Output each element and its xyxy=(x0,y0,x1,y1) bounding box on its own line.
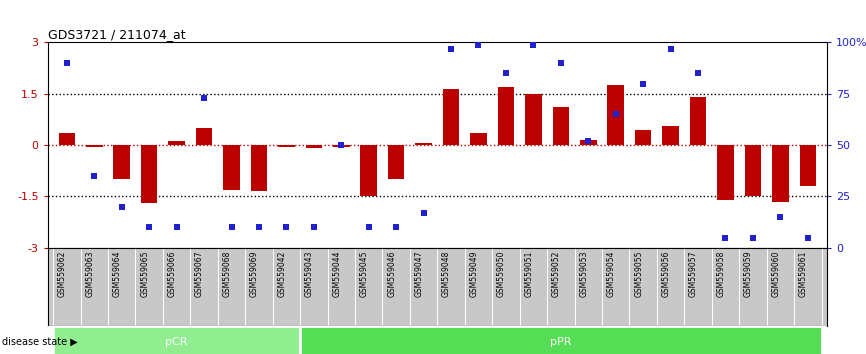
Point xyxy=(115,204,129,210)
Text: GSM559067: GSM559067 xyxy=(195,250,204,297)
Bar xyxy=(278,145,294,147)
Bar xyxy=(553,108,569,145)
Bar xyxy=(141,145,158,203)
Text: GSM559049: GSM559049 xyxy=(469,250,479,297)
Bar xyxy=(690,97,707,145)
Bar xyxy=(113,145,130,179)
Point xyxy=(444,46,458,51)
Text: GSM559050: GSM559050 xyxy=(497,250,506,297)
Text: GSM559065: GSM559065 xyxy=(140,250,149,297)
Point xyxy=(691,70,705,76)
Text: pPR: pPR xyxy=(550,337,572,347)
Point xyxy=(499,70,513,76)
Bar xyxy=(717,145,734,200)
Bar xyxy=(498,87,514,145)
Bar xyxy=(470,133,487,145)
Point xyxy=(224,224,238,230)
Text: GSM559062: GSM559062 xyxy=(58,250,67,297)
Point xyxy=(87,173,101,179)
Text: GSM559054: GSM559054 xyxy=(607,250,616,297)
Point xyxy=(362,224,376,230)
Text: pCR: pCR xyxy=(165,337,188,347)
Text: GSM559053: GSM559053 xyxy=(579,250,588,297)
Text: GSM559064: GSM559064 xyxy=(113,250,122,297)
Text: GSM559055: GSM559055 xyxy=(634,250,643,297)
Point xyxy=(389,224,403,230)
Text: GSM559068: GSM559068 xyxy=(223,250,231,297)
Bar xyxy=(772,145,789,202)
Bar xyxy=(86,145,102,147)
Bar xyxy=(223,145,240,190)
Bar xyxy=(301,326,822,354)
Point xyxy=(773,214,787,220)
Point xyxy=(801,235,815,240)
Point xyxy=(197,95,211,101)
Text: GSM559058: GSM559058 xyxy=(716,250,726,297)
Bar xyxy=(388,145,404,179)
Point xyxy=(252,224,266,230)
Bar xyxy=(360,145,377,196)
Bar xyxy=(196,128,212,145)
Point xyxy=(746,235,759,240)
Text: GDS3721 / 211074_at: GDS3721 / 211074_at xyxy=(48,28,185,41)
Bar xyxy=(416,143,432,145)
Bar xyxy=(580,140,597,145)
Text: GSM559043: GSM559043 xyxy=(305,250,313,297)
Bar xyxy=(635,130,651,145)
Bar xyxy=(607,85,624,145)
Point xyxy=(663,46,677,51)
Text: GSM559051: GSM559051 xyxy=(525,250,533,297)
Text: GSM559048: GSM559048 xyxy=(442,250,451,297)
Point xyxy=(334,142,348,148)
Point xyxy=(472,42,486,47)
Text: disease state ▶: disease state ▶ xyxy=(2,337,77,347)
Bar xyxy=(799,145,816,186)
Point xyxy=(554,60,568,66)
Bar xyxy=(525,94,541,145)
Text: GSM559056: GSM559056 xyxy=(662,250,670,297)
Text: GSM559069: GSM559069 xyxy=(250,250,259,297)
Bar xyxy=(443,88,459,145)
Bar xyxy=(251,145,268,191)
Point xyxy=(307,224,320,230)
Text: GSM559044: GSM559044 xyxy=(333,250,341,297)
Text: GSM559047: GSM559047 xyxy=(415,250,423,297)
Text: GSM559052: GSM559052 xyxy=(552,250,561,297)
Text: GSM559046: GSM559046 xyxy=(387,250,396,297)
Text: GSM559057: GSM559057 xyxy=(689,250,698,297)
Point xyxy=(417,210,430,216)
Text: GSM559061: GSM559061 xyxy=(798,250,808,297)
Text: GSM559066: GSM559066 xyxy=(168,250,177,297)
Point xyxy=(60,60,74,66)
Bar xyxy=(333,145,350,147)
Text: GSM559059: GSM559059 xyxy=(744,250,753,297)
Bar xyxy=(306,145,322,148)
Bar xyxy=(168,141,184,145)
Text: GSM559045: GSM559045 xyxy=(359,250,369,297)
Bar xyxy=(662,126,679,145)
Bar xyxy=(745,145,761,196)
Point xyxy=(280,224,294,230)
Point xyxy=(637,81,650,86)
Point xyxy=(609,112,623,117)
Text: GSM559042: GSM559042 xyxy=(277,250,287,297)
Point xyxy=(527,42,540,47)
Point xyxy=(142,224,156,230)
Bar xyxy=(59,133,75,145)
Text: GSM559063: GSM559063 xyxy=(85,250,94,297)
Point xyxy=(170,224,184,230)
Text: GSM559060: GSM559060 xyxy=(772,250,780,297)
Bar xyxy=(53,326,301,354)
Point xyxy=(719,235,733,240)
Point xyxy=(581,138,595,144)
